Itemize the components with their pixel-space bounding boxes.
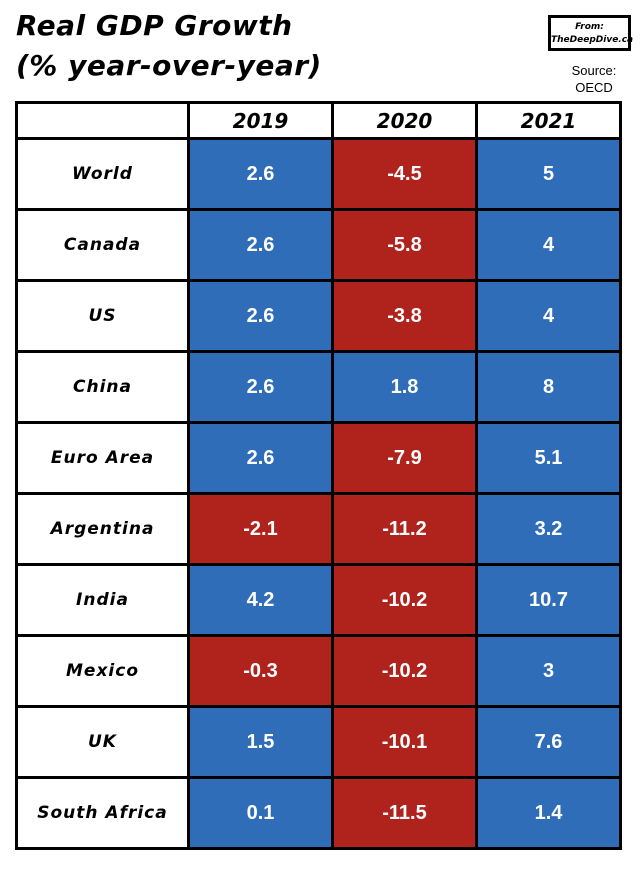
value-cell-2019: -2.1 (187, 492, 334, 566)
value-cell-2019: 2.6 (187, 137, 334, 211)
value-cell-2019: 2.6 (187, 350, 334, 424)
country-label: Mexico (15, 634, 190, 708)
value-cell-2020: 1.8 (331, 350, 478, 424)
country-label: Euro Area (15, 421, 190, 495)
country-label: Argentina (15, 492, 190, 566)
data-source-line1: Source: (571, 63, 617, 78)
value-cell-2021: 10.7 (475, 563, 622, 637)
table-row: Mexico -0.3 -10.2 3 (15, 634, 622, 708)
column-header-2021: 2021 (475, 101, 622, 140)
value-cell-2020: -5.8 (331, 208, 478, 282)
country-label: South Africa (15, 776, 190, 850)
value-cell-2020: -10.1 (331, 705, 478, 779)
table-row: Canada 2.6 -5.8 4 (15, 208, 622, 282)
value-cell-2020: -4.5 (331, 137, 478, 211)
country-label: UK (15, 705, 190, 779)
value-cell-2019: 2.6 (187, 279, 334, 353)
header-corner-cell (15, 101, 190, 140)
value-cell-2020: -11.5 (331, 776, 478, 850)
data-source-line2: OECD (575, 80, 613, 95)
value-cell-2020: -11.2 (331, 492, 478, 566)
table-row: India 4.2 -10.2 10.7 (15, 563, 622, 637)
value-cell-2020: -10.2 (331, 634, 478, 708)
value-cell-2019: 1.5 (187, 705, 334, 779)
value-cell-2019: 4.2 (187, 563, 334, 637)
chart-title: Real GDP Growth (% year-over-year) (16, 6, 322, 86)
value-cell-2021: 5.1 (475, 421, 622, 495)
chart-title-line1: Real GDP Growth (16, 9, 293, 42)
column-header-2020: 2020 (331, 101, 478, 140)
table-row: China 2.6 1.8 8 (15, 350, 622, 424)
table-row: Euro Area 2.6 -7.9 5.1 (15, 421, 622, 495)
value-cell-2020: -3.8 (331, 279, 478, 353)
country-label: India (15, 563, 190, 637)
value-cell-2019: 0.1 (187, 776, 334, 850)
source-logo-line2: TheDeepDive.ca (551, 35, 634, 45)
table-row: UK 1.5 -10.1 7.6 (15, 705, 622, 779)
table-row: US 2.6 -3.8 4 (15, 279, 622, 353)
gdp-table: 2019 2020 2021 World 2.6 -4.5 5 Canada 2.6 -5.8 4 U… (15, 101, 622, 850)
value-cell-2019: 2.6 (187, 208, 334, 282)
column-header-2019: 2019 (187, 101, 334, 140)
header-row: 2019 2020 2021 (15, 101, 622, 140)
data-source-label: Source: OECD (560, 62, 628, 96)
value-cell-2020: -7.9 (331, 421, 478, 495)
value-cell-2021: 5 (475, 137, 622, 211)
table-row: South Africa 0.1 -11.5 1.4 (15, 776, 622, 850)
value-cell-2021: 8 (475, 350, 622, 424)
country-label: World (15, 137, 190, 211)
table-row: World 2.6 -4.5 5 (15, 137, 622, 211)
value-cell-2021: 3.2 (475, 492, 622, 566)
value-cell-2021: 4 (475, 279, 622, 353)
value-cell-2021: 4 (475, 208, 622, 282)
country-label: Canada (15, 208, 190, 282)
value-cell-2020: -10.2 (331, 563, 478, 637)
country-label: US (15, 279, 190, 353)
value-cell-2019: 2.6 (187, 421, 334, 495)
gdp-table-body: 2019 2020 2021 World 2.6 -4.5 5 Canada 2.6 -5.8 4 U… (15, 101, 622, 850)
table-row: Argentina -2.1 -11.2 3.2 (15, 492, 622, 566)
value-cell-2021: 1.4 (475, 776, 622, 850)
chart-title-line2: (% year-over-year) (16, 49, 322, 82)
source-logo-box: From: TheDeepDive.ca (548, 15, 634, 51)
value-cell-2021: 3 (475, 634, 622, 708)
value-cell-2019: -0.3 (187, 634, 334, 708)
value-cell-2021: 7.6 (475, 705, 622, 779)
source-logo-line1: From: (575, 22, 604, 32)
country-label: China (15, 350, 190, 424)
